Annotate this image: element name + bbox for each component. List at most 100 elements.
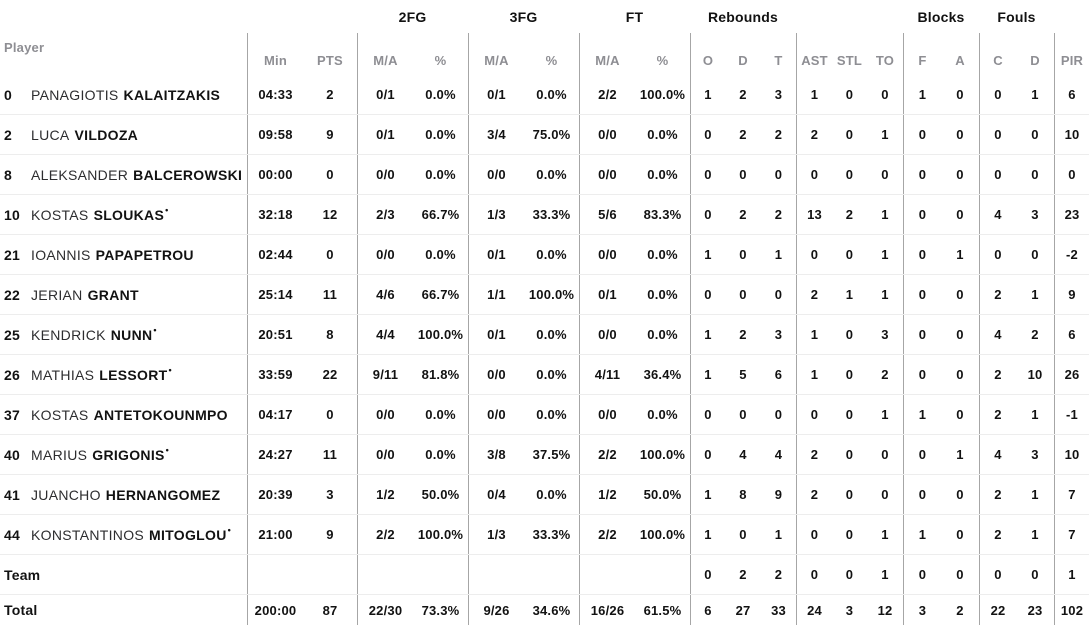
pts-cell: 22 [322, 367, 338, 382]
to-cell: 1 [881, 247, 889, 262]
player-row: 8 ALEKSANDER BALCEROWSKI 00:00 0 0/0 0.0… [0, 155, 1089, 195]
jersey-number: 37 [4, 406, 20, 423]
ft-pct-cell: 100.0% [639, 87, 686, 102]
fg3-pct-cell: 34.6% [532, 602, 571, 618]
player-name-cell[interactable]: 26 MATHIAS LESSORT • [0, 355, 247, 394]
player-first-name: KOSTAS [31, 206, 89, 223]
ast-cell: 0 [796, 395, 832, 434]
reb-o-cell: 0 [690, 395, 725, 434]
jersey-number: 2 [4, 126, 12, 143]
player-rows: 0 PANAGIOTIS KALAITZAKIS 04:33 2 0/1 0.0… [0, 75, 1089, 555]
ast-cell: 0 [796, 155, 832, 194]
to-cell: 1 [881, 207, 889, 222]
pir-cell: 0 [1054, 155, 1089, 194]
blk-f-cell: 1 [903, 395, 941, 434]
ft-pct-cell: 0.0% [647, 247, 678, 262]
foul-c-cell: 4 [979, 435, 1016, 474]
fg2-ma-cell: 0/1 [357, 115, 413, 154]
player-name-cell[interactable]: 22 JERIAN GRANT [0, 275, 247, 314]
blk-f-cell: 0 [903, 555, 941, 594]
ast-cell: 1 [796, 75, 832, 114]
col-header-pts: PTS [317, 53, 343, 68]
player-name-cell[interactable]: 41 JUANCHO HERNANGOMEZ [0, 475, 247, 514]
reb-t-cell: 1 [774, 247, 783, 262]
fg2-pct-cell: 0.0% [425, 447, 456, 462]
stl-cell: 0 [845, 567, 854, 582]
col-header-min: Min [247, 33, 303, 75]
foul-c-cell: 0 [979, 235, 1016, 274]
jersey-number: 26 [4, 366, 20, 383]
player-first-name: LUCA [31, 126, 70, 143]
fg2-ma-cell: 0/1 [357, 75, 413, 114]
fg2-pct-cell: 100.0% [417, 527, 464, 542]
blk-a-cell: 0 [956, 527, 964, 542]
foul-d-cell: 3 [1031, 207, 1039, 222]
ft-pct-cell [635, 555, 690, 594]
blk-f-cell: 0 [903, 235, 941, 274]
foul-d-cell: 0 [1031, 127, 1039, 142]
player-row: 40 MARIUS GRIGONIS • 24:27 11 0/0 0.0% 3… [0, 435, 1089, 475]
col-header-3fg-pct: % [545, 53, 558, 68]
reb-d-cell: 0 [739, 407, 747, 422]
jersey-number: 10 [4, 206, 20, 223]
foul-c-cell: 2 [979, 475, 1016, 514]
player-last-name: ANTETOKOUNMPO [93, 406, 228, 423]
min-cell: 09:58 [247, 115, 303, 154]
ft-ma-cell: 4/11 [579, 355, 635, 394]
pir-cell: 7 [1054, 475, 1089, 514]
ast-cell: 0 [796, 555, 832, 594]
reb-d-cell: 2 [739, 87, 747, 102]
player-first-name: JERIAN [31, 286, 83, 303]
pts-cell: 0 [326, 407, 334, 422]
pts-cell [303, 555, 357, 594]
player-name-cell[interactable]: 10 KOSTAS SLOUKAS • [0, 195, 247, 234]
stl-cell: 0 [845, 367, 854, 382]
pir-cell: 7 [1054, 515, 1089, 554]
reb-d-cell: 8 [739, 487, 747, 502]
player-name-cell[interactable]: 25 KENDRICK NUNN • [0, 315, 247, 354]
player-name-cell[interactable]: 2 LUCA VILDOZA [0, 115, 247, 154]
player-name-cell[interactable]: 44 KONSTANTINOS MITOGLOU • [0, 515, 247, 554]
player-row: 25 KENDRICK NUNN • 20:51 8 4/4 100.0% 0/… [0, 315, 1089, 355]
min-cell: 20:51 [247, 315, 303, 354]
reb-t-cell: 33 [771, 602, 786, 618]
player-name-cell[interactable]: 8 ALEKSANDER BALCEROWSKI [0, 155, 247, 194]
to-cell: 0 [881, 447, 889, 462]
reb-d-cell: 0 [739, 287, 747, 302]
reb-o-cell: 0 [690, 555, 725, 594]
to-cell: 1 [881, 527, 889, 542]
ft-ma-cell: 0/0 [579, 115, 635, 154]
fg3-pct-cell: 0.0% [536, 487, 567, 502]
fg3-ma-cell: 9/26 [468, 595, 524, 625]
reb-d-cell: 27 [735, 602, 751, 618]
fg2-ma-cell: 2/2 [357, 515, 413, 554]
ft-ma-cell: 2/2 [579, 435, 635, 474]
to-cell: 2 [881, 367, 889, 382]
fg2-pct-cell: 66.7% [421, 207, 460, 222]
player-row: 26 MATHIAS LESSORT • 33:59 22 9/11 81.8%… [0, 355, 1089, 395]
col-header-blk-a: A [955, 53, 965, 68]
fg3-ma-cell: 3/4 [468, 115, 524, 154]
foul-d-cell: 1 [1031, 487, 1039, 502]
blk-f-cell: 0 [903, 275, 941, 314]
blk-a-cell: 0 [956, 327, 964, 342]
ft-pct-cell: 100.0% [639, 447, 686, 462]
player-name-cell[interactable]: 21 IOANNIS PAPAPETROU [0, 235, 247, 274]
to-cell: 3 [881, 327, 889, 342]
col-header-reb-d: D [738, 53, 748, 68]
pir-cell: 102 [1054, 595, 1089, 625]
fg3-ma-cell: 0/0 [468, 395, 524, 434]
jersey-number: 44 [4, 526, 20, 543]
fg2-pct-cell: 50.0% [421, 487, 460, 502]
table-column-header: Player Min PTS M/A % M/A % M/A % O D T A… [0, 33, 1089, 75]
player-name-cell[interactable]: 40 MARIUS GRIGONIS • [0, 435, 247, 474]
pir-cell: -1 [1054, 395, 1089, 434]
blk-a-cell: 0 [956, 127, 964, 142]
blk-f-cell: 0 [903, 195, 941, 234]
reb-o-cell: 0 [690, 155, 725, 194]
pir-cell: -2 [1054, 235, 1089, 274]
player-name-cell[interactable]: 0 PANAGIOTIS KALAITZAKIS [0, 75, 247, 114]
blk-a-cell: 2 [956, 602, 964, 618]
player-name-cell[interactable]: 37 KOSTAS ANTETOKOUNMPO [0, 395, 247, 434]
player-first-name: MATHIAS [31, 366, 95, 383]
